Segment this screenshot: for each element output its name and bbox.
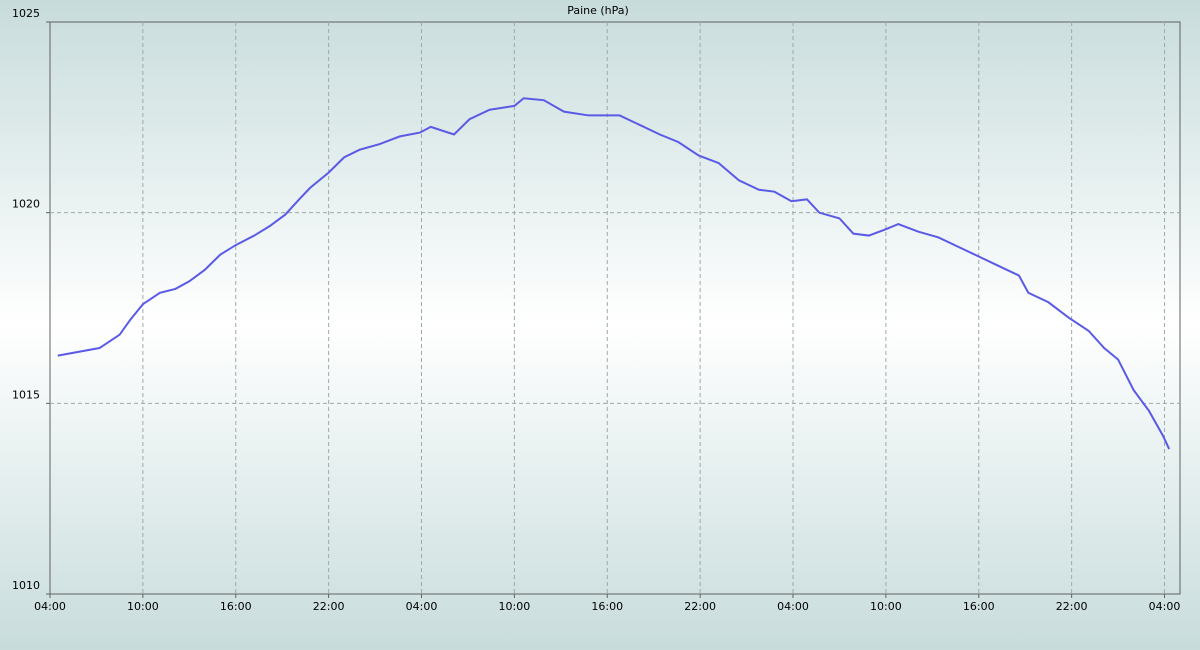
x-tick-label: 22:00 (684, 600, 716, 613)
x-tick-label: 10:00 (870, 600, 902, 613)
x-tick-label: 04:00 (406, 600, 438, 613)
x-tick-label: 04:00 (1149, 600, 1181, 613)
line (57, 97, 1171, 450)
y-tick-label: 1020 (12, 198, 40, 211)
y-tick-label: 1015 (12, 388, 40, 401)
y-tick-label: 1010 (12, 579, 40, 592)
x-tick-label: 10:00 (499, 600, 531, 613)
plot-frame (49, 21, 1181, 595)
x-tick-label: 04:00 (777, 600, 809, 613)
x-tick-label: 16:00 (591, 600, 623, 613)
x-tick-label: 10:00 (127, 600, 159, 613)
y-tick-label: 1025 (12, 7, 40, 20)
x-tick-label: 22:00 (313, 600, 345, 613)
x-tick-label: 16:00 (220, 600, 252, 613)
x-tick-label: 22:00 (1056, 600, 1088, 613)
x-tick-label: 16:00 (963, 600, 995, 613)
x-tick-label: 04:00 (34, 600, 66, 613)
chart-title: Paine (hPa) (567, 4, 629, 17)
